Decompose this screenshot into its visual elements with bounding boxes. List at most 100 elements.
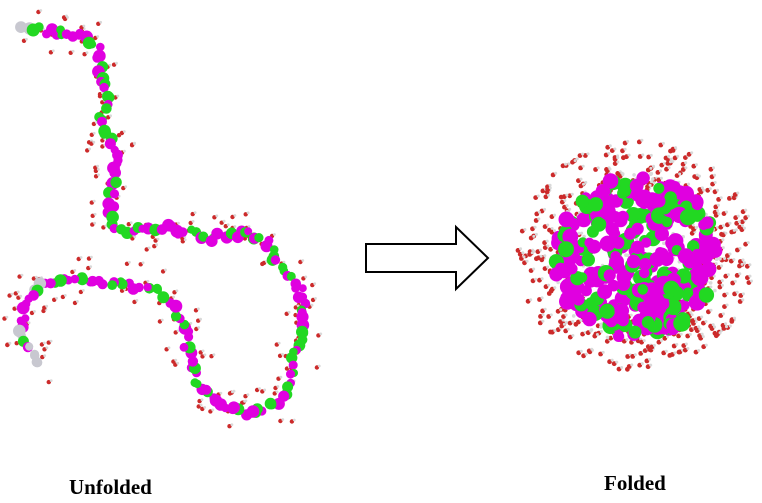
water-hydrogen (573, 159, 577, 163)
hydrophilic-residue (667, 233, 684, 249)
hydrophilic-residue (638, 198, 650, 210)
water-hydrogen (97, 173, 100, 177)
water-hydrogen (203, 353, 207, 357)
water-hydrogen (659, 176, 663, 180)
water-hydrogen (725, 292, 729, 295)
water-hydrogen (728, 221, 732, 225)
hydrophilic-residue (614, 303, 630, 318)
water-hydrogen (539, 254, 543, 258)
hydrophilic-residue (630, 240, 645, 254)
hydrophilic-residue (558, 211, 575, 228)
water-hydrogen (721, 312, 725, 316)
water-hydrogen (735, 290, 739, 294)
water-hydrogen (246, 393, 250, 397)
water-hydrogen (135, 299, 139, 302)
water-hydrogen (104, 224, 108, 228)
water-hydrogen (89, 265, 93, 268)
water-hydrogen (740, 224, 744, 227)
water-hydrogen (571, 334, 575, 337)
water-hydrogen (197, 326, 201, 329)
water-hydrogen (146, 279, 150, 283)
water-hydrogen (243, 399, 247, 403)
water-hydrogen (689, 310, 693, 314)
water-hydrogen (565, 204, 569, 208)
water-hydrogen (160, 318, 164, 322)
water-hydrogen (276, 385, 280, 388)
water-hydrogen (313, 282, 317, 285)
water-hydrogen (546, 265, 550, 269)
water-hydrogen (652, 343, 656, 347)
water-hydrogen (20, 273, 24, 277)
water-hydrogen (582, 182, 585, 186)
water-hydrogen (684, 161, 688, 165)
water-hydrogen (197, 307, 200, 311)
water-hydrogen (625, 338, 629, 342)
water-hydrogen (738, 246, 742, 250)
hydrophilic-residue (624, 227, 637, 240)
water-hydrogen (16, 290, 20, 294)
water-hydrogen (212, 353, 216, 357)
water-hydrogen (750, 279, 753, 283)
hydrophobic-residue (76, 272, 88, 284)
water-hydrogen (720, 264, 724, 268)
water-hydrogen (317, 364, 321, 368)
water-hydrogen (736, 191, 740, 195)
water-hydrogen (665, 335, 669, 339)
water-hydrogen (277, 341, 281, 345)
water-hydrogen (233, 214, 237, 217)
water-hydrogen (177, 221, 180, 225)
hydrophilic-residue (211, 227, 224, 240)
water-hydrogen (287, 310, 291, 314)
water-hydrogen (292, 418, 296, 422)
water-hydrogen (263, 388, 267, 392)
water-hydrogen (690, 151, 694, 155)
water-hydrogen (109, 114, 112, 118)
water-hydrogen (92, 140, 96, 144)
water-hydrogen (273, 233, 276, 236)
hydrophilic-residue (701, 216, 714, 229)
water-hydrogen (607, 151, 611, 155)
water-hydrogen (649, 166, 653, 170)
water-hydrogen (626, 139, 630, 143)
water-hydrogen (725, 325, 728, 329)
hydrophilic-residue (92, 52, 103, 63)
water-hydrogen (684, 342, 688, 346)
hydrophobic-residue (110, 176, 122, 188)
water-hydrogen (548, 183, 552, 187)
hydrophobic-residue (264, 397, 277, 410)
water-hydrogen (608, 167, 612, 171)
water-hydrogen (599, 325, 603, 329)
water-hydrogen (746, 241, 750, 245)
water-hydrogen (579, 349, 583, 353)
water-hydrogen (652, 164, 655, 168)
hydrophilic-residue (559, 293, 576, 310)
water-hydrogen (694, 226, 698, 230)
water-hydrogen (534, 232, 538, 236)
water-hydrogen (231, 390, 234, 394)
hydrophilic-residue (636, 171, 650, 185)
water-hydrogen (548, 186, 552, 190)
water-hydrogen (613, 147, 617, 151)
water-hydrogen (10, 292, 14, 296)
hydrophilic-residue (652, 302, 666, 315)
water-hydrogen (562, 322, 566, 326)
water-hydrogen (737, 220, 741, 224)
water-hydrogen (93, 212, 97, 216)
hydrophilic-residue (599, 286, 612, 299)
water-hydrogen (540, 296, 544, 300)
water-hydrogen (546, 223, 550, 227)
water-hydrogen (93, 221, 97, 225)
hydrophilic-residue (549, 267, 564, 282)
water-hydrogen (675, 342, 679, 346)
hydrophobic-residue (104, 92, 115, 103)
hydrophilic-residue (209, 393, 219, 403)
water-hydrogen (716, 209, 720, 213)
water-hydrogen (640, 138, 644, 142)
water-hydrogen (698, 327, 702, 331)
water-hydrogen (586, 152, 590, 156)
hydrophobic-residue (581, 253, 595, 267)
hydrophilic-residue (677, 248, 694, 265)
hydrophobic-residue (663, 280, 680, 297)
water-hydrogen (96, 164, 100, 168)
water-hydrogen (71, 49, 75, 53)
